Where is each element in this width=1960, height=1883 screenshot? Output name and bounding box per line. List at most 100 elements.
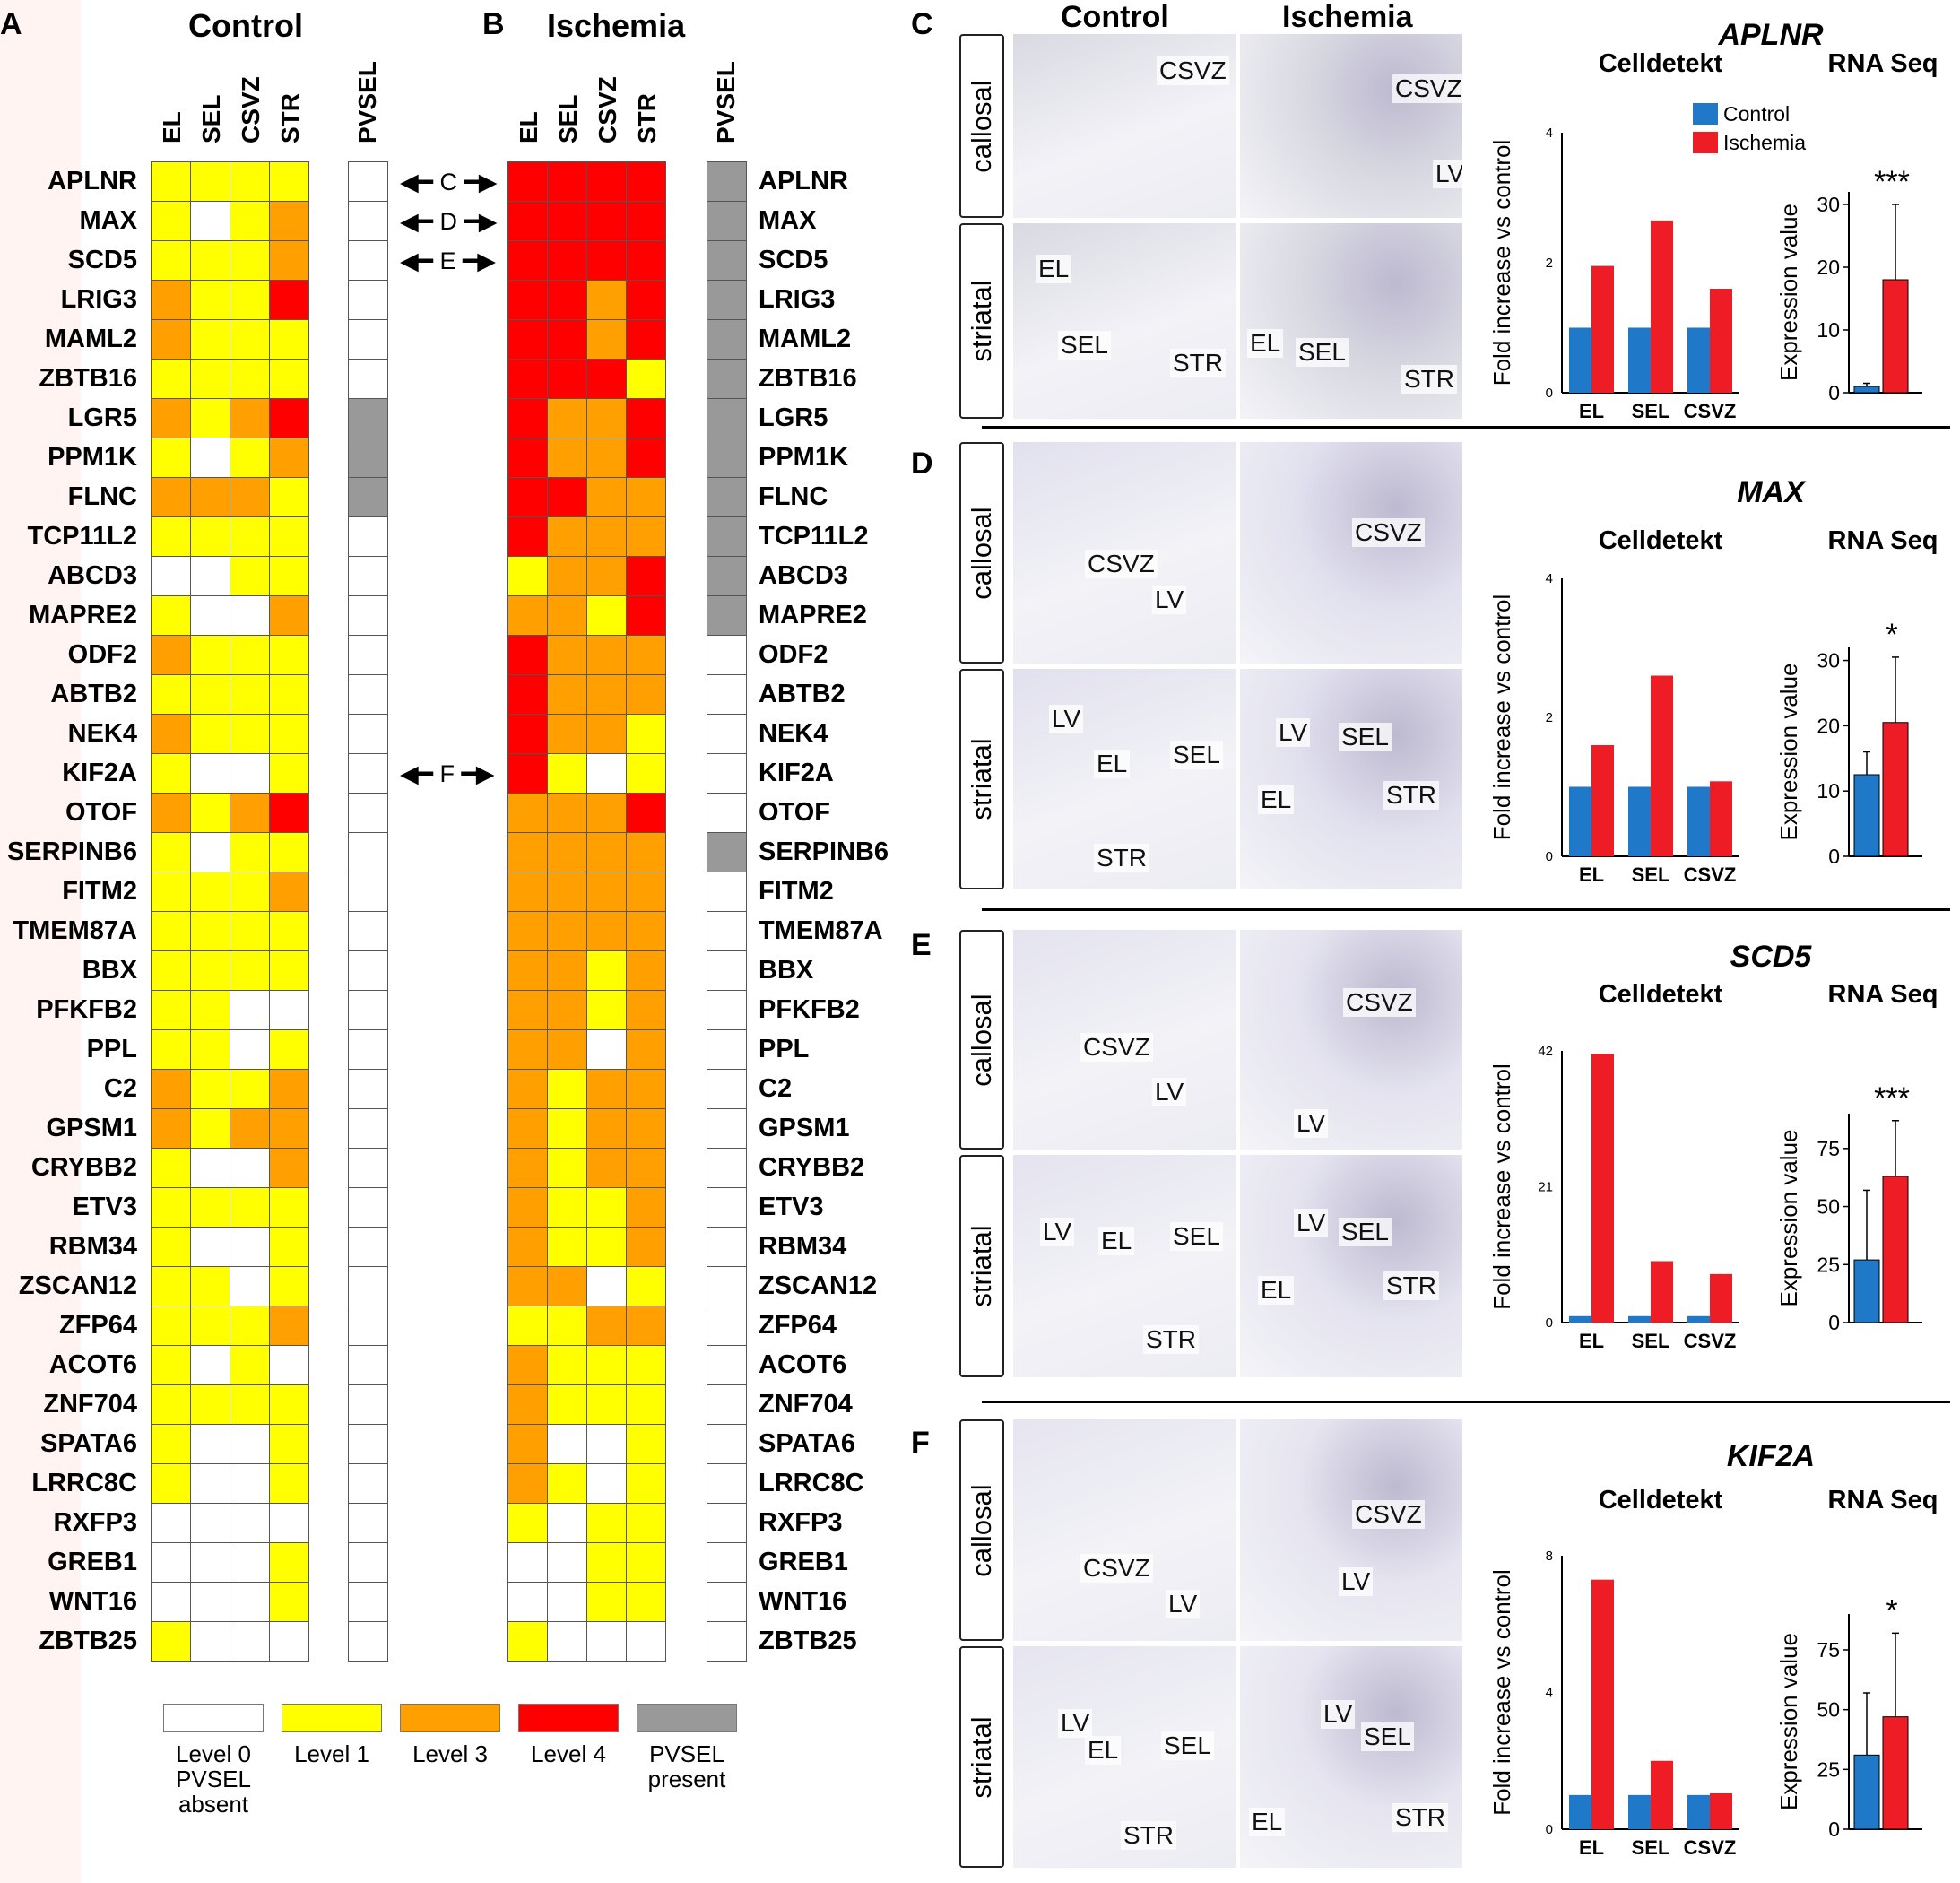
rnaseq-bar-control bbox=[1853, 1259, 1880, 1323]
control-cell bbox=[190, 556, 230, 596]
control-cell bbox=[230, 793, 270, 833]
chart-legend-label: Ischemia bbox=[1723, 131, 1806, 154]
gene-label-left: ZNF704 bbox=[43, 1390, 137, 1419]
panel-link-arrow: ◀━ D ━▶ bbox=[400, 208, 498, 235]
celldetekt-bar-ischemia bbox=[1591, 265, 1614, 393]
gene-label-right: CRYBB2 bbox=[759, 1153, 865, 1182]
control-striatal-micrograph: LV EL SEL STR bbox=[1013, 1155, 1236, 1377]
rnaseq-title: RNA Seq bbox=[1828, 49, 1938, 78]
ischemia-cell bbox=[547, 674, 587, 715]
control-cell bbox=[190, 832, 230, 872]
control-pvsel-cell bbox=[348, 872, 388, 912]
celldetekt-bar-control bbox=[1628, 327, 1651, 393]
micrograph-col-ischemia: Ischemia bbox=[1282, 0, 1413, 34]
rnaseq-bar-ischemia bbox=[1882, 1716, 1909, 1830]
ischemia-cell bbox=[507, 1503, 548, 1543]
control-cell bbox=[190, 398, 230, 438]
control-cell bbox=[269, 201, 309, 241]
celldetekt-title: Celldetekt bbox=[1599, 1486, 1723, 1514]
ischemia-pvsel-cell bbox=[707, 1424, 747, 1464]
ischemia-cell bbox=[626, 1187, 666, 1228]
ischemia-cell bbox=[586, 753, 627, 794]
ischemia-cell bbox=[547, 161, 587, 202]
tissue-label: SEL bbox=[1339, 723, 1392, 751]
rnaseq-tick-label: 30 bbox=[1817, 649, 1840, 672]
control-cell bbox=[151, 911, 191, 951]
ischemia-cell bbox=[507, 201, 548, 241]
celldetekt-bar-control bbox=[1569, 1315, 1591, 1323]
celldetekt-tick-label: 2 bbox=[1546, 256, 1553, 271]
control-cell bbox=[269, 1503, 309, 1543]
control-cell bbox=[151, 1187, 191, 1228]
gene-label-right: TCP11L2 bbox=[759, 522, 869, 551]
ischemia-cell bbox=[626, 1621, 666, 1662]
control-cell bbox=[230, 1187, 270, 1228]
celldetekt-bar-control bbox=[1569, 327, 1591, 393]
ischemia-cell bbox=[626, 240, 666, 281]
gene-label-right: NEK4 bbox=[759, 719, 828, 748]
gene-label-left: ETV3 bbox=[72, 1193, 137, 1221]
gene-label-left: ABTB2 bbox=[50, 680, 137, 708]
legend-label: Level 3 bbox=[412, 1740, 488, 1767]
rnaseq-bar-ischemia bbox=[1882, 722, 1909, 857]
tissue-label: STR bbox=[1170, 349, 1226, 377]
divider-e-f bbox=[982, 1401, 1950, 1403]
gene-label-left: MAPRE2 bbox=[29, 601, 137, 629]
ischemia-cell bbox=[586, 1424, 627, 1464]
ischemia-cell bbox=[507, 714, 548, 754]
gene-label-right: FITM2 bbox=[759, 877, 834, 906]
control-cell bbox=[230, 1266, 270, 1306]
control-pvsel-cell bbox=[348, 359, 388, 399]
control-cell bbox=[230, 1582, 270, 1622]
gene-label-left: LGR5 bbox=[67, 404, 137, 432]
row-label-callosal: callosal bbox=[959, 34, 1004, 218]
ischemia-cell bbox=[626, 1582, 666, 1622]
control-cell bbox=[269, 1187, 309, 1228]
control-pvsel-cell bbox=[348, 516, 388, 557]
ischemia-pvsel-cell bbox=[707, 516, 747, 557]
ischemia-cell bbox=[586, 793, 627, 833]
gene-label-right: ZNF704 bbox=[759, 1390, 853, 1419]
legend-label: Level 4 bbox=[531, 1740, 606, 1767]
tissue-label: LV bbox=[1294, 1209, 1329, 1237]
gene-label-right: BBX bbox=[759, 956, 814, 985]
rnaseq-bar-control bbox=[1853, 1754, 1880, 1830]
celldetekt-y-label: Fold increase vs control bbox=[1488, 1569, 1515, 1816]
gene-label-right: ZFP64 bbox=[759, 1311, 837, 1340]
control-striatal-micrograph: LV EL SEL STR bbox=[1013, 669, 1236, 889]
control-cell bbox=[230, 477, 270, 517]
rnaseq-y-label: Expression value bbox=[1775, 1130, 1802, 1307]
ischemia-pvsel-cell bbox=[707, 1266, 747, 1306]
gene-label-right: LGR5 bbox=[759, 404, 828, 432]
ischemia-cell bbox=[586, 635, 627, 675]
ischemia-cell bbox=[507, 438, 548, 478]
ischemia-pvsel-cell bbox=[707, 1187, 747, 1228]
control-cell bbox=[269, 516, 309, 557]
ischemia-callosal-micrograph: CSVZ LV bbox=[1240, 930, 1462, 1150]
gene-label-right: LRRC8C bbox=[759, 1469, 864, 1497]
control-pvsel-cell bbox=[348, 398, 388, 438]
control-cell bbox=[230, 950, 270, 991]
tissue-label: SEL bbox=[1170, 1222, 1223, 1251]
control-cell bbox=[151, 674, 191, 715]
celldetekt-title: Celldetekt bbox=[1599, 526, 1723, 555]
control-cell bbox=[269, 359, 309, 399]
control-cell bbox=[269, 990, 309, 1030]
control-cell bbox=[269, 1108, 309, 1149]
gene-title: APLNR bbox=[1717, 18, 1824, 52]
celldetekt-bar-control bbox=[1687, 786, 1710, 856]
gene-label-left: PPM1K bbox=[48, 443, 137, 472]
ischemia-cell bbox=[626, 1306, 666, 1346]
rnaseq-bar-control bbox=[1853, 386, 1880, 394]
celldetekt-category-label: CSVZ bbox=[1684, 1836, 1737, 1859]
gene-label-right: MAML2 bbox=[759, 325, 852, 353]
control-cell bbox=[269, 1069, 309, 1109]
ischemia-cell bbox=[626, 319, 666, 360]
ischemia-cell bbox=[626, 990, 666, 1030]
ischemia-pvsel-cell bbox=[707, 1108, 747, 1149]
control-cell bbox=[190, 201, 230, 241]
gene-label-right: MAX bbox=[759, 206, 817, 235]
control-cell bbox=[230, 1424, 270, 1464]
celldetekt-tick-label: 4 bbox=[1546, 126, 1553, 141]
control-cell bbox=[151, 1503, 191, 1543]
